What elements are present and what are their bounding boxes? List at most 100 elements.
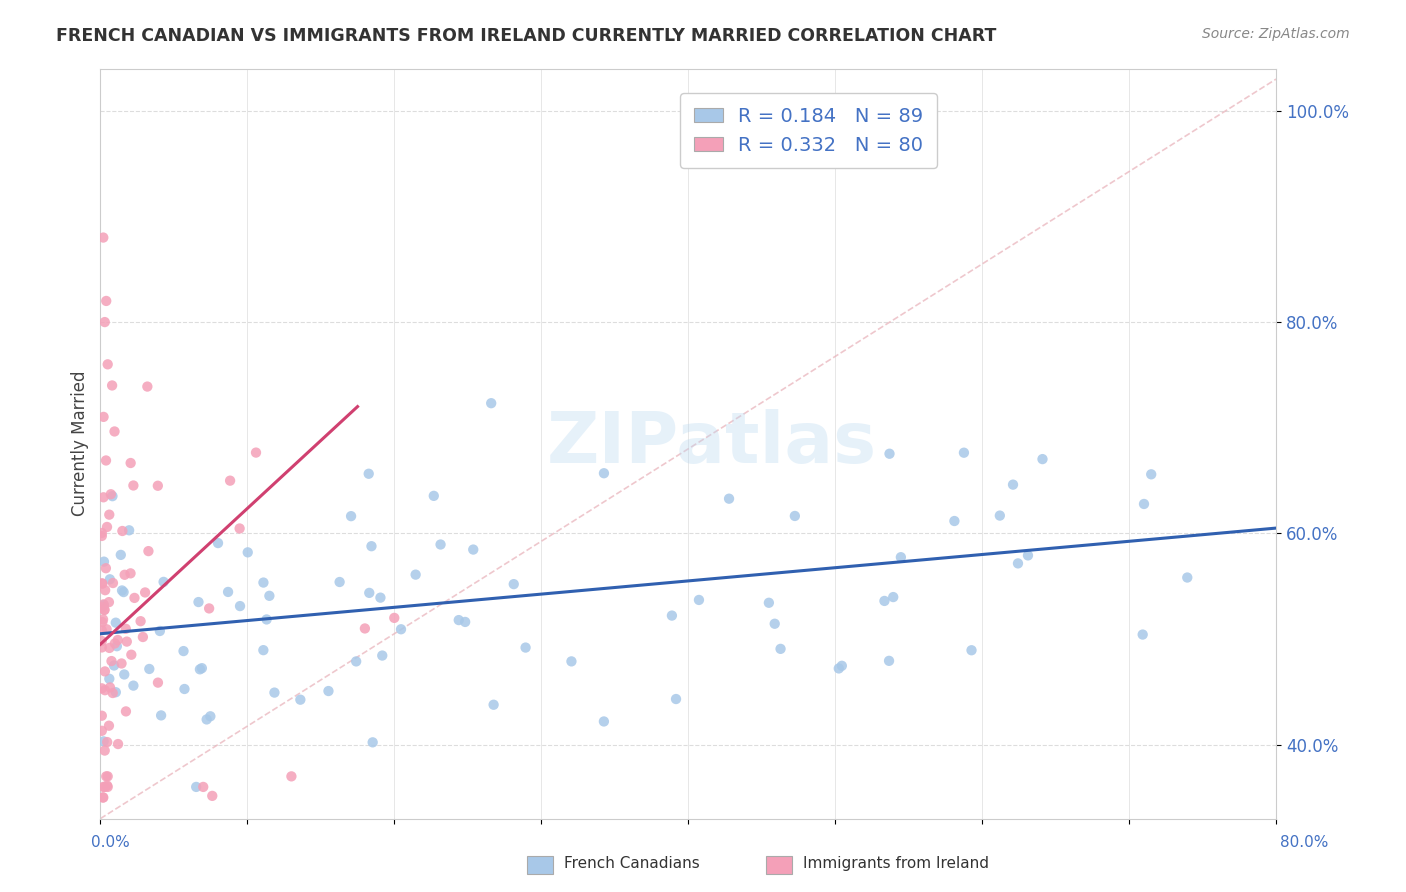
Point bbox=[361, 735, 384, 749]
Point bbox=[463, 542, 485, 557]
Point bbox=[93, 603, 115, 617]
Point bbox=[482, 698, 505, 712]
Point bbox=[93, 409, 115, 424]
Point bbox=[90, 723, 112, 738]
Point bbox=[111, 583, 134, 598]
Point bbox=[103, 425, 125, 439]
Point bbox=[252, 643, 274, 657]
Point bbox=[405, 567, 427, 582]
Point bbox=[97, 769, 120, 783]
Point bbox=[890, 550, 912, 565]
Point bbox=[91, 790, 114, 805]
Point bbox=[149, 624, 172, 638]
Point bbox=[344, 654, 367, 668]
Point bbox=[879, 447, 901, 461]
Point bbox=[114, 567, 136, 582]
Text: Immigrants from Ireland: Immigrants from Ireland bbox=[803, 856, 988, 871]
Point bbox=[134, 585, 156, 599]
Point bbox=[90, 529, 112, 543]
Point bbox=[120, 648, 142, 662]
Point bbox=[90, 708, 112, 723]
Point bbox=[115, 705, 138, 719]
Point bbox=[93, 603, 115, 617]
Point bbox=[882, 590, 904, 604]
Point bbox=[90, 640, 112, 655]
Point bbox=[100, 654, 122, 668]
Point bbox=[593, 467, 616, 481]
Point bbox=[560, 654, 582, 668]
Point bbox=[94, 315, 117, 329]
Point bbox=[93, 598, 115, 612]
Point bbox=[114, 622, 136, 636]
Point bbox=[877, 654, 900, 668]
Point bbox=[98, 572, 121, 586]
Point bbox=[93, 734, 115, 748]
Point bbox=[105, 639, 128, 653]
Point bbox=[97, 357, 120, 371]
Point bbox=[90, 576, 112, 591]
Point bbox=[138, 544, 160, 558]
Point bbox=[103, 658, 125, 673]
Point bbox=[280, 769, 302, 783]
Point bbox=[831, 658, 853, 673]
Point bbox=[661, 608, 683, 623]
Point bbox=[229, 599, 252, 613]
Point bbox=[873, 594, 896, 608]
Point bbox=[91, 230, 114, 244]
Y-axis label: Currently Married: Currently Married bbox=[72, 371, 89, 516]
Point bbox=[318, 684, 340, 698]
Point bbox=[93, 555, 115, 569]
Point bbox=[1133, 497, 1156, 511]
Point bbox=[593, 714, 616, 729]
Text: FRENCH CANADIAN VS IMMIGRANTS FROM IRELAND CURRENTLY MARRIED CORRELATION CHART: FRENCH CANADIAN VS IMMIGRANTS FROM IRELA… bbox=[56, 27, 997, 45]
Point bbox=[93, 491, 115, 505]
Point bbox=[423, 489, 446, 503]
Point bbox=[132, 630, 155, 644]
Point bbox=[146, 675, 169, 690]
Point bbox=[191, 661, 214, 675]
Point bbox=[207, 536, 229, 550]
Point bbox=[357, 467, 380, 481]
Point bbox=[236, 545, 259, 559]
Point bbox=[98, 672, 121, 686]
Point bbox=[96, 520, 118, 534]
Point bbox=[769, 641, 792, 656]
Point bbox=[943, 514, 966, 528]
Point bbox=[93, 598, 115, 612]
Point bbox=[1001, 477, 1024, 491]
Point bbox=[1132, 627, 1154, 641]
Point bbox=[129, 614, 152, 628]
Point bbox=[256, 612, 278, 626]
Point bbox=[94, 683, 117, 698]
Point bbox=[112, 667, 135, 681]
Text: 80.0%: 80.0% bbox=[1281, 836, 1329, 850]
Point bbox=[91, 600, 114, 615]
Text: ZIPatlas: ZIPatlas bbox=[547, 409, 877, 478]
Point bbox=[150, 708, 173, 723]
Point bbox=[1017, 549, 1039, 563]
Point bbox=[454, 615, 477, 629]
Point bbox=[97, 719, 120, 733]
Point bbox=[198, 601, 221, 615]
Point bbox=[329, 574, 352, 589]
Point bbox=[515, 640, 537, 655]
Point bbox=[107, 632, 129, 647]
Point bbox=[94, 561, 117, 575]
Point bbox=[94, 665, 117, 679]
Point bbox=[173, 644, 195, 658]
Point bbox=[263, 685, 285, 699]
Point bbox=[124, 591, 146, 605]
Point bbox=[110, 657, 132, 671]
Point bbox=[370, 591, 392, 605]
Point bbox=[91, 612, 114, 626]
Text: 0.0%: 0.0% bbox=[91, 836, 131, 850]
Point bbox=[122, 679, 145, 693]
Point bbox=[1175, 570, 1198, 584]
Point bbox=[389, 622, 412, 636]
Point bbox=[245, 445, 267, 459]
Point bbox=[340, 509, 363, 524]
Point bbox=[94, 453, 117, 467]
Point bbox=[988, 508, 1011, 523]
Point bbox=[91, 780, 114, 794]
Point bbox=[104, 615, 127, 630]
